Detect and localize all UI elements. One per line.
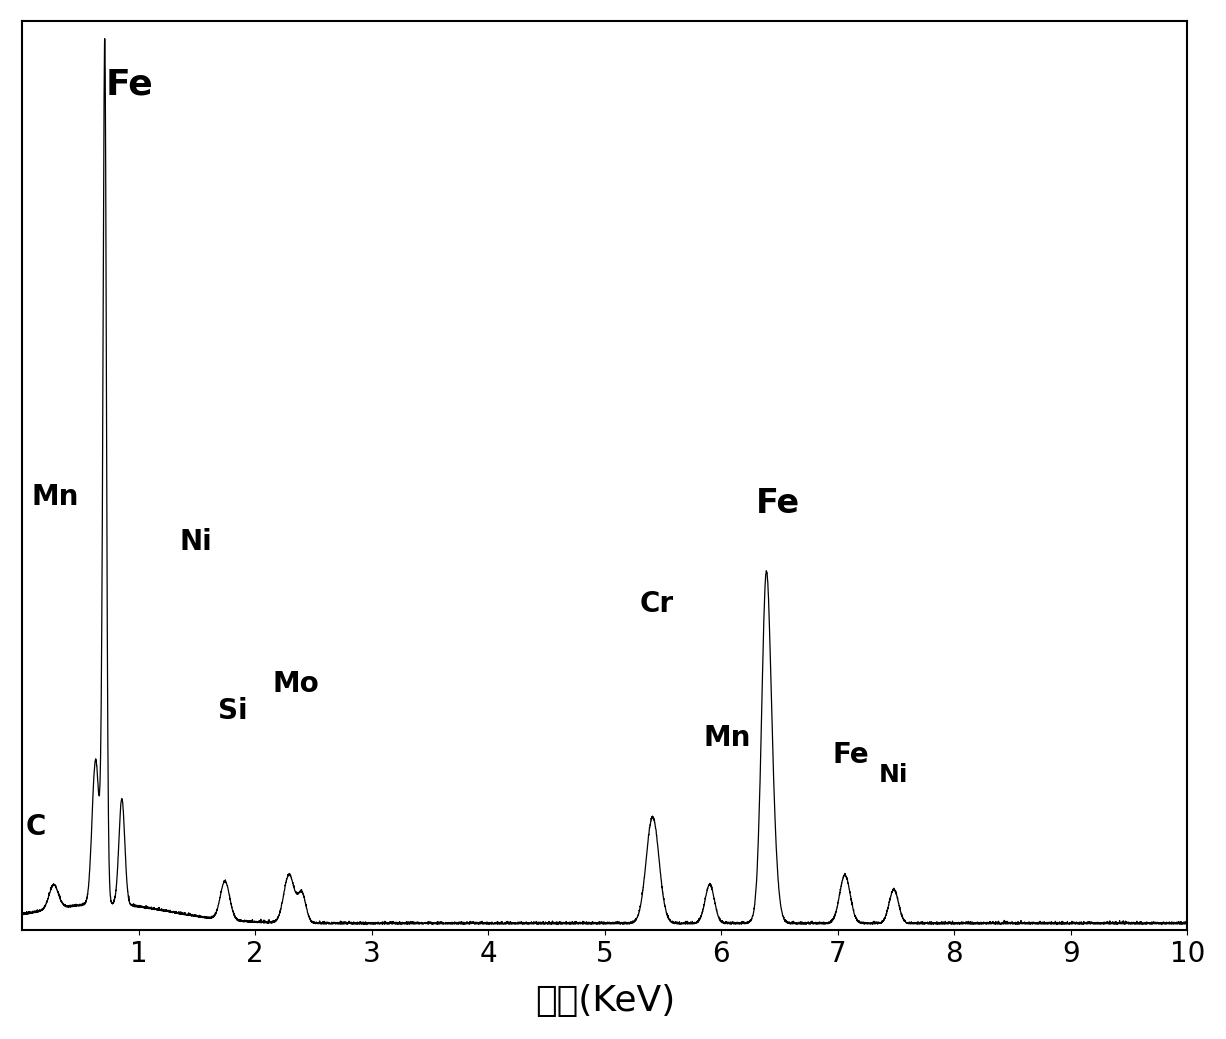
X-axis label: 能量(KeV): 能量(KeV) <box>535 984 676 1018</box>
Text: Fe: Fe <box>756 487 801 520</box>
Text: Cr: Cr <box>640 590 674 618</box>
Text: C: C <box>26 812 45 841</box>
Text: Fe: Fe <box>107 68 153 101</box>
Text: Mn: Mn <box>32 483 78 511</box>
Text: Mn: Mn <box>704 723 752 751</box>
Text: Si: Si <box>218 697 248 725</box>
Text: Ni: Ni <box>179 528 212 556</box>
Text: Fe: Fe <box>832 742 869 769</box>
Text: Ni: Ni <box>879 764 908 788</box>
Text: Mo: Mo <box>272 670 320 698</box>
